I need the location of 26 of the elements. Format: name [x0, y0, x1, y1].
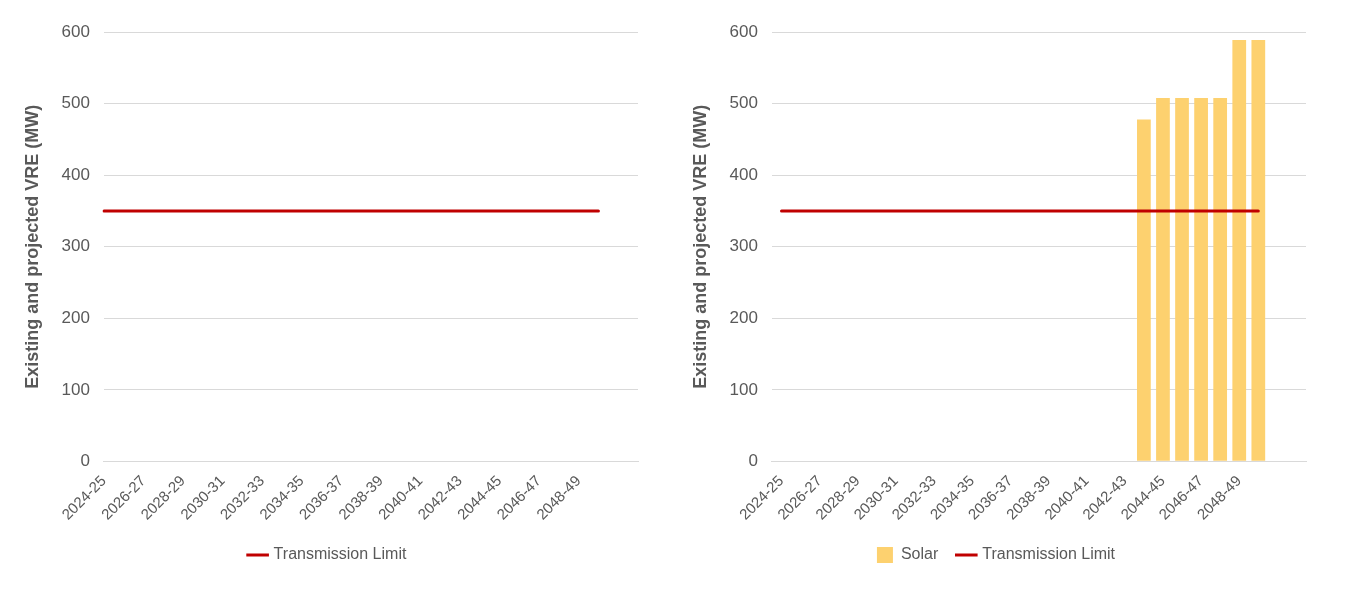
- y-axis-title: Existing and projected VRE (MW): [21, 104, 42, 389]
- y-tick-label: 600: [61, 21, 90, 41]
- legend-label: Transmission Limit: [982, 545, 1116, 563]
- y-tick-label: 300: [61, 236, 90, 256]
- y-tick-label: 400: [61, 164, 90, 184]
- y-tick-label: 100: [61, 379, 90, 399]
- y-tick-label: 100: [729, 379, 758, 399]
- y-axis-title: Existing and projected VRE (MW): [689, 104, 710, 389]
- bar: [1232, 40, 1247, 461]
- y-tick-label: 200: [61, 307, 90, 327]
- legend-label: Transmission Limit: [273, 545, 407, 563]
- legend-label: Solar: [900, 545, 939, 563]
- y-tick-label: 0: [748, 451, 758, 471]
- bar: [1137, 119, 1151, 461]
- y-tick-label: 200: [729, 307, 758, 327]
- y-tick-label: 400: [729, 164, 758, 184]
- bar: [1194, 98, 1208, 461]
- bar: [1213, 98, 1228, 461]
- y-tick-label: 0: [80, 451, 90, 471]
- y-tick-label: 300: [729, 236, 758, 256]
- y-tick-label: 500: [61, 93, 90, 113]
- bar: [1251, 40, 1266, 461]
- bar: [1175, 98, 1189, 461]
- bar: [1156, 98, 1170, 461]
- y-tick-label: 600: [729, 21, 758, 41]
- y-tick-label: 500: [729, 93, 758, 113]
